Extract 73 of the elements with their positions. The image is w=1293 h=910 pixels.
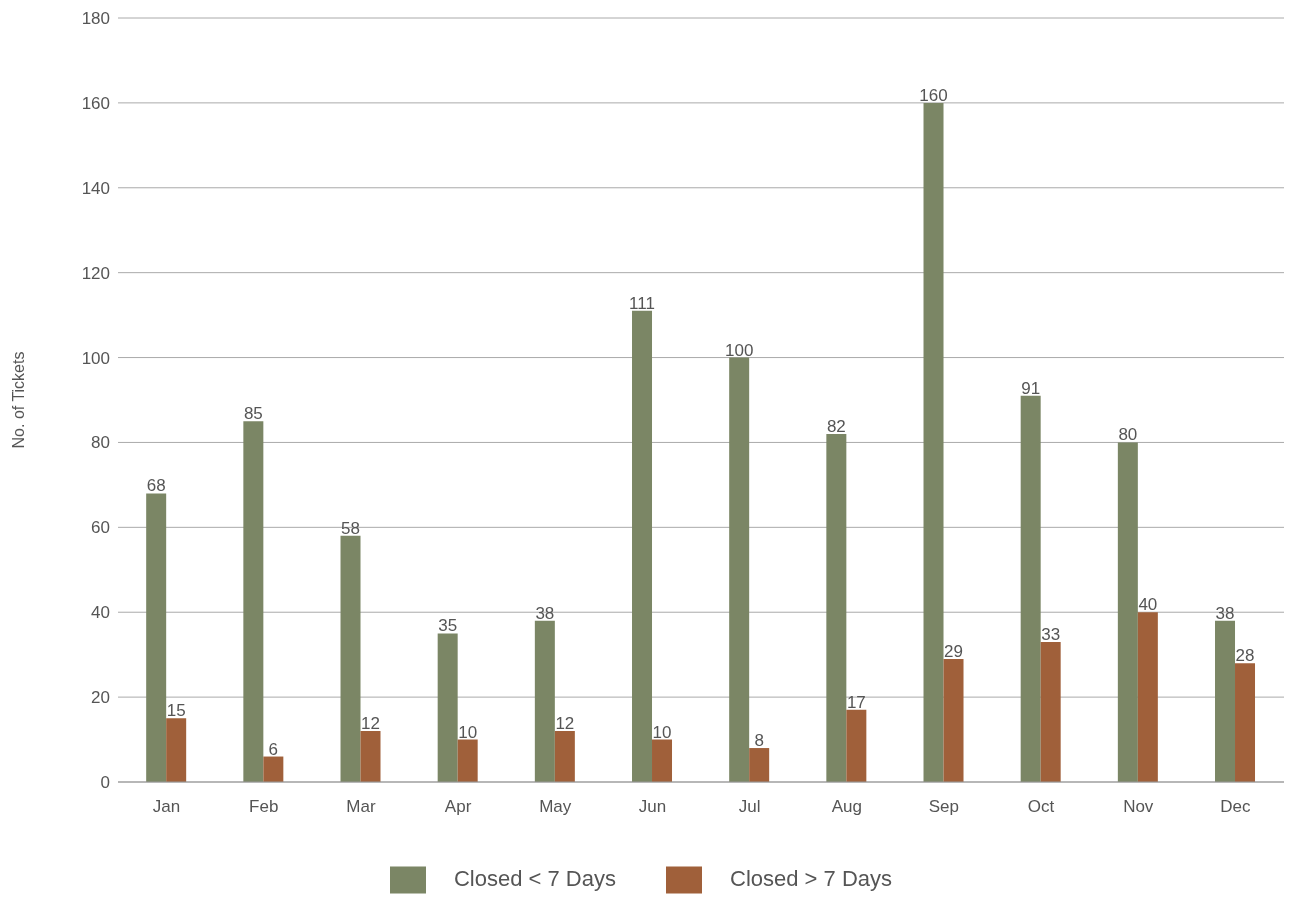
x-tick-label: Jan (152, 797, 181, 817)
x-tick-label: Dec (1220, 797, 1252, 817)
y-tick-label: 20 (91, 688, 110, 708)
y-tick-label: 40 (91, 603, 110, 623)
data-label: 10 (652, 722, 672, 742)
y-tick-label: 60 (91, 518, 110, 538)
data-label: 160 (919, 85, 948, 105)
data-label: 80 (1118, 425, 1138, 445)
data-label: 100 (724, 340, 754, 360)
bar (263, 756, 284, 782)
bar (846, 709, 867, 782)
bar (1117, 442, 1138, 782)
data-label: 12 (361, 714, 380, 734)
bar (632, 310, 653, 782)
y-axis-title: No. of Tickets (9, 351, 27, 449)
data-label: 40 (1138, 595, 1158, 615)
y-tick-label: 0 (100, 773, 110, 793)
data-label: 111 (629, 293, 655, 313)
y-tick-label: 100 (81, 348, 110, 368)
y-tick-label: 80 (91, 433, 110, 453)
x-tick-label: Jun (638, 797, 667, 817)
data-label: 91 (1021, 378, 1041, 398)
data-label: 85 (243, 404, 263, 424)
data-label: 8 (754, 731, 764, 751)
bar (166, 718, 187, 782)
y-tick-label: 140 (81, 178, 110, 198)
bar (554, 731, 575, 782)
legend-label: Closed > 7 Days (730, 865, 893, 891)
bar (652, 739, 673, 782)
data-label: 17 (846, 692, 866, 712)
bar (1235, 663, 1256, 782)
bar (943, 658, 964, 782)
data-label: 58 (341, 518, 360, 538)
y-tick-label: 160 (81, 93, 110, 113)
x-tick-label: Sep (928, 797, 960, 817)
data-label: 12 (555, 714, 575, 734)
bar (360, 731, 381, 782)
data-label: 10 (458, 722, 478, 742)
bar (729, 357, 750, 782)
x-tick-label: Nov (1123, 797, 1154, 817)
x-tick-label: Mar (346, 797, 376, 817)
data-label: 29 (944, 641, 963, 661)
data-label: 33 (1041, 624, 1061, 644)
x-tick-label: Apr (444, 797, 472, 817)
data-label: 35 (438, 616, 458, 636)
bar (749, 748, 770, 782)
bar (243, 421, 264, 782)
bar (1040, 641, 1061, 782)
legend-label: Closed < 7 Days (453, 865, 616, 891)
bar (826, 433, 847, 782)
data-label: 38 (535, 603, 555, 623)
data-label: 82 (826, 416, 846, 436)
x-tick-label: Jul (738, 797, 761, 817)
data-label: 6 (268, 739, 279, 759)
bar (1215, 620, 1236, 782)
bar (457, 739, 478, 782)
bar (437, 633, 458, 782)
bar (534, 620, 555, 782)
data-label: 68 (146, 476, 166, 496)
data-label: 15 (166, 701, 186, 721)
x-tick-label: Feb (249, 797, 279, 817)
data-label: 38 (1215, 603, 1235, 623)
bar (146, 493, 167, 782)
y-tick-label: 180 (81, 9, 110, 29)
bar (1020, 395, 1041, 782)
bar (923, 102, 944, 782)
x-tick-label: Oct (1027, 797, 1055, 817)
x-tick-label: Aug (831, 797, 862, 817)
x-tick-label: May (539, 797, 572, 817)
y-tick-label: 120 (81, 263, 110, 283)
data-label: 28 (1235, 646, 1255, 666)
bar (340, 535, 361, 782)
bar (1137, 612, 1158, 782)
